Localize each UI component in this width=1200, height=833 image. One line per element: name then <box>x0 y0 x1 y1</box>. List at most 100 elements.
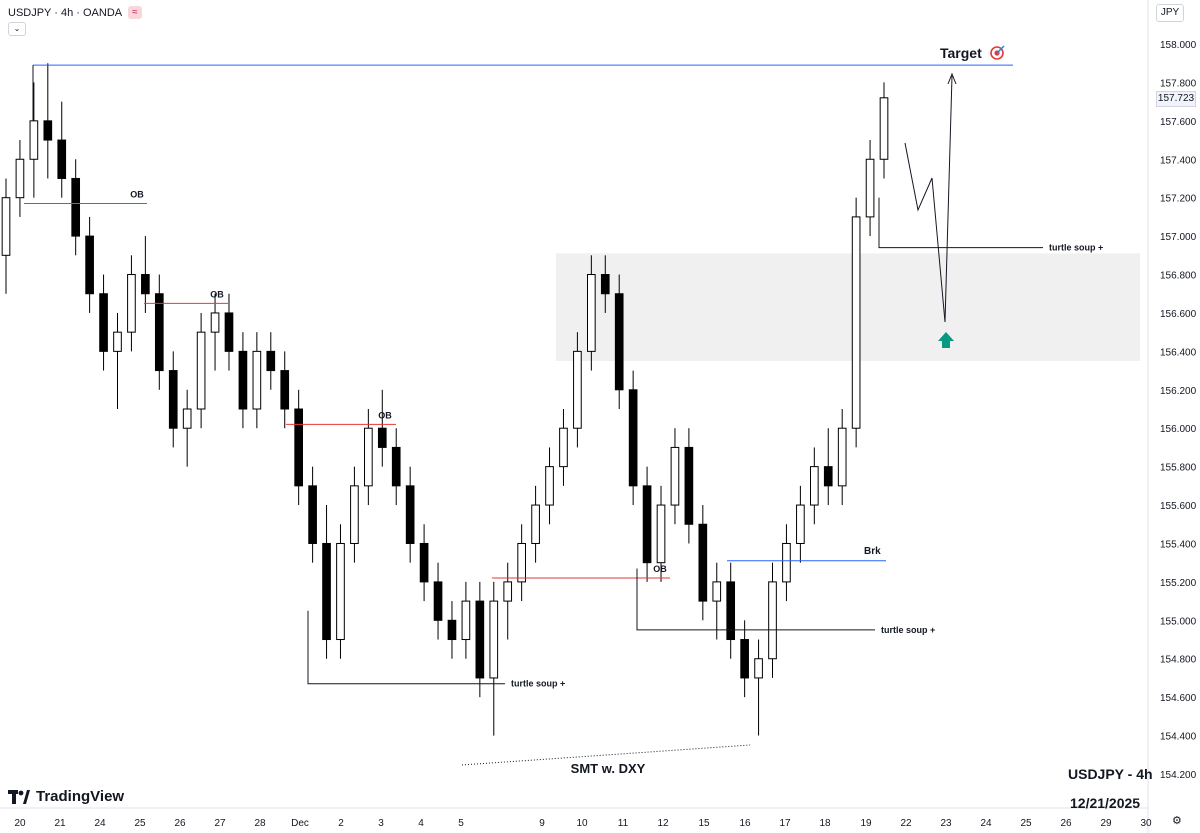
price-tick-label: 155.600 <box>1160 501 1197 512</box>
candle-body <box>531 504 540 544</box>
ob-label: OB <box>210 289 224 299</box>
candle-body <box>489 600 499 679</box>
time-tick-label: 21 <box>54 818 66 829</box>
target-icon-dart <box>996 45 1005 54</box>
time-tick-label: 9 <box>539 818 545 829</box>
time-tick-label: 11 <box>618 818 629 829</box>
time-tick-label: 27 <box>214 818 226 829</box>
candle-body <box>405 485 415 544</box>
currency-button[interactable]: JPY <box>1156 4 1184 22</box>
time-tick-label: 23 <box>940 818 952 829</box>
price-axis: 158.000 157.800 157.600 157.400 157.200 157.0… <box>1160 40 1197 781</box>
candle-body <box>461 600 471 641</box>
candle-body <box>517 542 526 583</box>
gear-icon[interactable]: ⚙ <box>1172 815 1182 827</box>
turtle-soup-line <box>878 197 1043 249</box>
time-tick-label: 24 <box>980 818 992 829</box>
candle-body <box>837 427 847 487</box>
time-tick-label: 2 <box>338 818 344 829</box>
tradingview-logo-icon <box>8 789 30 804</box>
turtle-soup-label: turtle soup + <box>881 625 935 635</box>
candle-body <box>252 350 262 410</box>
price-tick-label: 157.600 <box>1160 117 1197 128</box>
fvg-zone-rect <box>556 253 1140 361</box>
candle-body <box>628 389 638 487</box>
price-tick-label: 156.800 <box>1160 271 1197 282</box>
candle-body <box>15 158 25 199</box>
smt-divergence-line <box>461 744 751 766</box>
ob-label: OB <box>130 189 144 199</box>
time-tick-label: 3 <box>378 818 384 829</box>
time-tick-label: 22 <box>900 818 912 829</box>
candle-body <box>224 312 234 352</box>
candle-body <box>712 581 722 602</box>
candle-body <box>113 331 122 352</box>
candle-body <box>196 331 206 410</box>
price-tick-label: 156.200 <box>1160 386 1197 397</box>
time-tick-label: 4 <box>418 818 424 829</box>
candle-body <box>684 446 694 525</box>
price-tick-label: 157.800 <box>1160 78 1197 89</box>
turtle-soup-line <box>307 610 505 685</box>
time-tick-label: 30 <box>1140 818 1152 829</box>
time-tick-label: 29 <box>1100 818 1112 829</box>
candle-body <box>559 427 568 468</box>
price-tick-label: 155.400 <box>1160 539 1197 550</box>
candle-body <box>475 600 485 679</box>
time-tick-label: 12 <box>657 818 669 829</box>
candle-body <box>768 581 777 660</box>
candle-body <box>600 274 610 295</box>
candle-body <box>322 542 331 641</box>
price-tick-label: 155.200 <box>1160 578 1197 589</box>
price-tick-label: 156.400 <box>1160 347 1197 358</box>
time-tick-label: 26 <box>1060 818 1072 829</box>
fvg-zone <box>556 253 1140 361</box>
candle-body <box>879 97 889 160</box>
projection-up-path <box>944 75 953 323</box>
projection-arrowhead <box>947 72 957 85</box>
up-arrow-icon <box>938 332 954 348</box>
candle-body <box>168 370 178 429</box>
time-tick-label: 17 <box>779 818 791 829</box>
candle-body <box>280 370 290 410</box>
candle-body <box>266 350 276 372</box>
last-price-tag: 157.723 <box>1156 91 1196 107</box>
candle-body <box>391 446 401 487</box>
candle-body <box>587 274 596 352</box>
candle-body <box>419 542 429 583</box>
turtle-soup-label: turtle soup + <box>1049 243 1103 253</box>
price-tick-label: 154.600 <box>1160 693 1197 704</box>
candle-body <box>210 312 220 333</box>
candle-body <box>503 581 513 602</box>
time-tick-label: 25 <box>1020 818 1032 829</box>
candles <box>1 63 889 736</box>
candle-body <box>141 274 150 295</box>
candle-body <box>670 446 680 506</box>
target-label: Target <box>940 45 982 61</box>
time-axis: 20 21 24 25 26 27 28 Dec 2 3 4 5 9 10 11 12 15 16 17 18 19 22… <box>14 818 1152 829</box>
tradingview-logo[interactable]: TradingView <box>8 788 124 805</box>
collapse-button[interactable]: ⌄ <box>8 22 26 36</box>
turtle-soup-line <box>636 568 875 631</box>
candle-body <box>698 523 708 602</box>
time-tick-label: 26 <box>174 818 186 829</box>
time-tick-label: 25 <box>134 818 146 829</box>
ob-label: OB <box>653 564 667 574</box>
time-tick-label: 16 <box>739 818 751 829</box>
time-tick-label: 24 <box>94 818 106 829</box>
candle-body <box>99 293 108 352</box>
candle-body <box>43 120 53 141</box>
candle-body <box>740 639 749 679</box>
candle-body <box>154 293 164 372</box>
candle-body <box>865 158 875 218</box>
candle-body <box>642 485 652 564</box>
indicator-badge[interactable]: ≈ <box>128 6 142 19</box>
price-tick-label: 154.400 <box>1160 732 1197 743</box>
candle-body <box>726 581 736 641</box>
price-tick-label: 157.400 <box>1160 155 1197 166</box>
candle-body <box>377 427 387 448</box>
time-tick-label: 18 <box>819 818 831 829</box>
time-tick-label: 10 <box>576 818 588 829</box>
grid <box>0 0 1149 833</box>
